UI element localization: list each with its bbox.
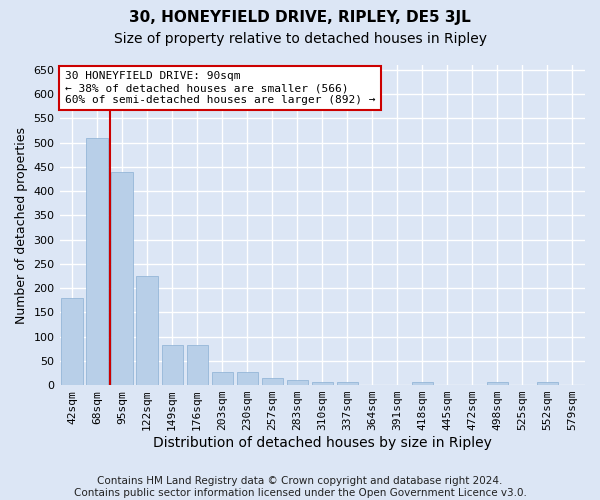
Bar xyxy=(262,378,283,385)
Bar xyxy=(236,372,258,385)
Bar xyxy=(287,380,308,385)
Bar xyxy=(537,382,558,385)
Bar xyxy=(136,276,158,385)
Bar xyxy=(212,372,233,385)
Text: Size of property relative to detached houses in Ripley: Size of property relative to detached ho… xyxy=(113,32,487,46)
Bar xyxy=(487,382,508,385)
X-axis label: Distribution of detached houses by size in Ripley: Distribution of detached houses by size … xyxy=(153,436,492,450)
Bar xyxy=(61,298,83,385)
Text: 30, HONEYFIELD DRIVE, RIPLEY, DE5 3JL: 30, HONEYFIELD DRIVE, RIPLEY, DE5 3JL xyxy=(129,10,471,25)
Bar xyxy=(112,172,133,385)
Y-axis label: Number of detached properties: Number of detached properties xyxy=(15,126,28,324)
Bar xyxy=(311,382,333,385)
Bar xyxy=(412,382,433,385)
Bar xyxy=(187,345,208,385)
Bar xyxy=(337,382,358,385)
Bar xyxy=(86,138,108,385)
Text: 30 HONEYFIELD DRIVE: 90sqm
← 38% of detached houses are smaller (566)
60% of sem: 30 HONEYFIELD DRIVE: 90sqm ← 38% of deta… xyxy=(65,72,375,104)
Text: Contains HM Land Registry data © Crown copyright and database right 2024.
Contai: Contains HM Land Registry data © Crown c… xyxy=(74,476,526,498)
Bar xyxy=(161,345,183,385)
